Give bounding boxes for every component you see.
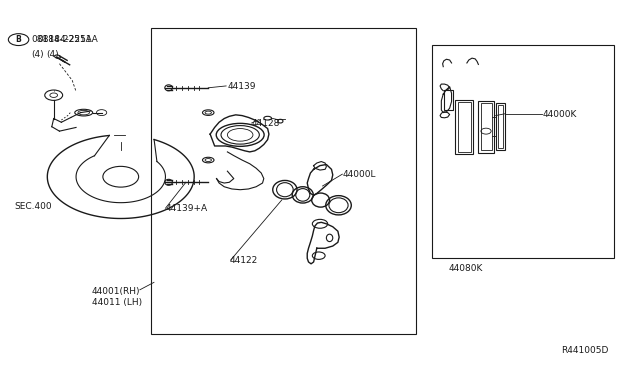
Text: SEC.400: SEC.400 (15, 202, 52, 211)
Text: R441005D: R441005D (561, 346, 609, 355)
Text: (4): (4) (31, 50, 44, 59)
Text: 08184-2251A: 08184-2251A (38, 35, 99, 44)
Bar (497, 105, 503, 148)
Text: 44011 (LH): 44011 (LH) (92, 298, 142, 307)
Text: 44080K: 44080K (449, 264, 483, 273)
Bar (444, 90, 453, 110)
Bar (458, 102, 470, 152)
Text: 44000L: 44000L (342, 170, 376, 179)
Bar (478, 101, 494, 153)
Text: 44139+A: 44139+A (166, 205, 207, 214)
Text: B: B (16, 35, 22, 44)
Bar (456, 100, 473, 154)
Bar (432, 45, 614, 258)
Text: (4): (4) (47, 50, 60, 59)
Text: 08184-2251A: 08184-2251A (31, 35, 92, 44)
Text: 44000K: 44000K (542, 110, 577, 119)
Bar (495, 103, 505, 150)
Text: 44128: 44128 (252, 119, 280, 128)
Bar (151, 29, 416, 334)
Text: 44139: 44139 (227, 82, 256, 91)
Text: 44001(RH): 44001(RH) (92, 287, 141, 296)
Text: 44122: 44122 (229, 256, 257, 265)
Bar (481, 103, 492, 150)
